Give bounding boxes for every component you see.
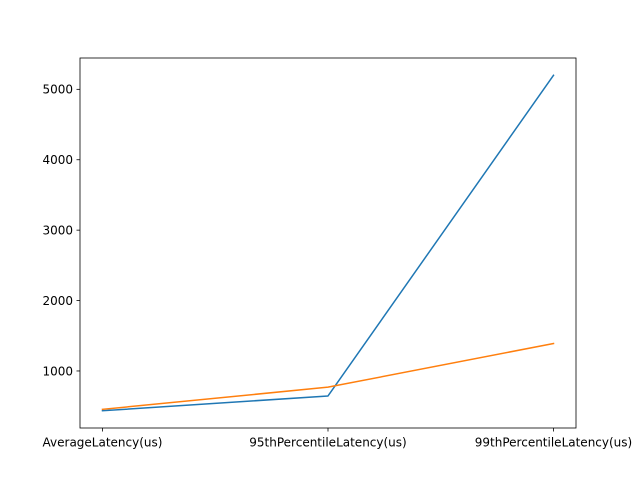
y-axis: 1000 2000 3000 4000 5000 [42, 83, 80, 378]
y-tick-label: 5000 [42, 83, 73, 97]
x-tick-label: AverageLatency(us) [43, 436, 163, 450]
x-axis: AverageLatency(us) 95thPercentileLatency(… [43, 428, 632, 450]
plot-area [79, 57, 577, 429]
plot-background [80, 58, 576, 428]
x-tick-label: 99thPercentileLatency(us) [475, 436, 632, 450]
x-tick-label: 95thPercentileLatency(us) [249, 436, 406, 450]
series-line-1 [101, 74, 555, 412]
y-tick-label: 2000 [42, 294, 73, 308]
y-tick-label: 3000 [42, 223, 73, 237]
series-layer [101, 74, 555, 412]
y-tick-label: 4000 [42, 153, 73, 167]
y-tick-label: 1000 [42, 364, 73, 378]
series-line-2 [101, 342, 555, 411]
